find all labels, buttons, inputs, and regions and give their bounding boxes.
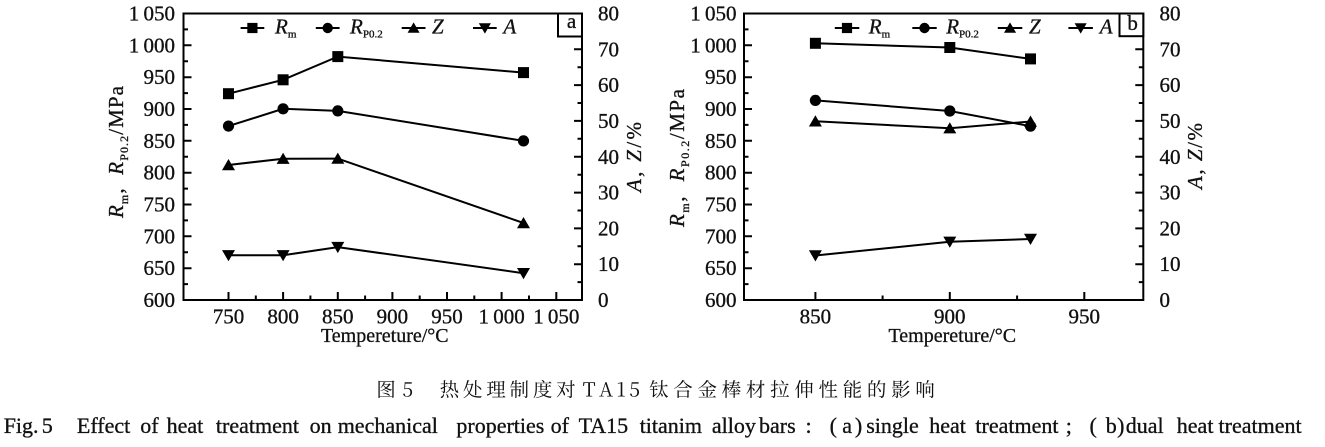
svg-text:properties: properties bbox=[456, 413, 544, 438]
svg-text:heat: heat bbox=[167, 413, 204, 438]
svg-text:10: 10 bbox=[1160, 252, 1181, 276]
svg-text:): ) bbox=[1117, 413, 1124, 438]
svg-text:750: 750 bbox=[213, 305, 245, 329]
svg-text:TA15: TA15 bbox=[579, 413, 629, 438]
svg-text:1 000: 1 000 bbox=[690, 33, 736, 57]
svg-text:10: 10 bbox=[598, 252, 619, 276]
svg-text:titanim: titanim bbox=[640, 413, 702, 438]
svg-text:5: 5 bbox=[42, 413, 53, 438]
svg-text:30: 30 bbox=[1160, 181, 1181, 205]
svg-text:750: 750 bbox=[705, 193, 737, 217]
svg-text:Tempereture/°C: Tempereture/°C bbox=[888, 325, 1016, 347]
svg-text:50: 50 bbox=[1160, 109, 1181, 133]
svg-text:900: 900 bbox=[705, 97, 737, 121]
svg-text:Effect: Effect bbox=[77, 413, 130, 438]
svg-text:Tempereture/°C: Tempereture/°C bbox=[321, 325, 449, 347]
svg-text:40: 40 bbox=[598, 145, 619, 169]
svg-text:RP0.2: RP0.2 bbox=[349, 15, 383, 41]
svg-text:80: 80 bbox=[1160, 2, 1181, 26]
svg-text:60: 60 bbox=[598, 73, 619, 97]
svg-text:40: 40 bbox=[1160, 145, 1181, 169]
svg-text:Rm, RP0.2/MPa: Rm, RP0.2/MPa bbox=[104, 85, 131, 219]
svg-text:1 000: 1 000 bbox=[478, 305, 524, 329]
svg-text:800: 800 bbox=[144, 161, 176, 185]
svg-text:900: 900 bbox=[377, 305, 409, 329]
svg-text:treatment: treatment bbox=[1219, 413, 1302, 438]
svg-text:b: b bbox=[1127, 11, 1138, 35]
svg-text:650: 650 bbox=[705, 256, 737, 280]
svg-text:850: 850 bbox=[705, 129, 737, 153]
svg-text:1 050: 1 050 bbox=[690, 2, 736, 26]
svg-text:Fig.: Fig. bbox=[4, 413, 39, 438]
svg-text:850: 850 bbox=[800, 305, 832, 329]
svg-text:(: ( bbox=[830, 413, 837, 438]
svg-text:a: a bbox=[842, 413, 852, 438]
svg-text:of: of bbox=[140, 413, 159, 438]
svg-text:A, Z/%: A, Z/% bbox=[1183, 123, 1207, 191]
svg-text:0: 0 bbox=[1160, 288, 1171, 312]
svg-text:1 050: 1 050 bbox=[533, 305, 579, 329]
svg-text:Rm: Rm bbox=[274, 15, 297, 41]
svg-text:of: of bbox=[551, 413, 570, 438]
svg-text:Z: Z bbox=[432, 15, 444, 39]
svg-text::: : bbox=[806, 413, 812, 438]
svg-text:950: 950 bbox=[1069, 305, 1101, 329]
svg-text:Rm, RP0.2/MPa: Rm, RP0.2/MPa bbox=[665, 88, 692, 228]
svg-text:900: 900 bbox=[934, 305, 966, 329]
svg-text:0: 0 bbox=[598, 288, 609, 312]
svg-text:b: b bbox=[1106, 413, 1117, 438]
svg-text:800: 800 bbox=[267, 305, 299, 329]
svg-text:;: ; bbox=[1066, 413, 1072, 438]
svg-text:600: 600 bbox=[705, 288, 737, 312]
svg-text:600: 600 bbox=[144, 288, 176, 312]
svg-text:dual: dual bbox=[1126, 413, 1164, 438]
svg-text:Rm: Rm bbox=[868, 15, 891, 41]
svg-text:1 000: 1 000 bbox=[129, 33, 175, 57]
svg-text:heat: heat bbox=[1177, 413, 1214, 438]
svg-text:50: 50 bbox=[598, 109, 619, 133]
svg-text:A: A bbox=[501, 15, 516, 39]
svg-text:): ) bbox=[855, 413, 862, 438]
svg-text:RP0.2: RP0.2 bbox=[945, 15, 979, 41]
svg-text:30: 30 bbox=[598, 181, 619, 205]
svg-text:850: 850 bbox=[322, 305, 354, 329]
svg-text:bars: bars bbox=[759, 413, 796, 438]
svg-text:treatment: treatment bbox=[975, 413, 1058, 438]
svg-text:850: 850 bbox=[144, 129, 176, 153]
svg-text:treatment: treatment bbox=[216, 413, 299, 438]
svg-text:mechanical: mechanical bbox=[338, 413, 438, 438]
svg-text:Z: Z bbox=[1029, 15, 1041, 39]
svg-text:60: 60 bbox=[1160, 73, 1181, 97]
svg-text:700: 700 bbox=[144, 224, 176, 248]
svg-text:20: 20 bbox=[598, 216, 619, 240]
svg-text:650: 650 bbox=[144, 256, 176, 280]
svg-text:950: 950 bbox=[144, 65, 176, 89]
svg-text:950: 950 bbox=[431, 305, 463, 329]
svg-text:on: on bbox=[310, 413, 332, 438]
svg-text:single: single bbox=[866, 413, 919, 438]
svg-text:70: 70 bbox=[1160, 37, 1181, 61]
svg-text:1 050: 1 050 bbox=[129, 2, 175, 26]
svg-text:750: 750 bbox=[144, 193, 176, 217]
svg-text:A: A bbox=[1098, 15, 1113, 39]
svg-text:A, Z/%: A, Z/% bbox=[622, 122, 646, 194]
svg-text:20: 20 bbox=[1160, 216, 1181, 240]
svg-text:700: 700 bbox=[705, 224, 737, 248]
svg-text:900: 900 bbox=[144, 97, 176, 121]
svg-text:a: a bbox=[567, 9, 577, 33]
svg-text:800: 800 bbox=[705, 161, 737, 185]
svg-text:heat: heat bbox=[929, 413, 966, 438]
svg-text:950: 950 bbox=[705, 65, 737, 89]
svg-text:alloy: alloy bbox=[712, 413, 756, 438]
svg-text:80: 80 bbox=[598, 2, 619, 26]
svg-text:70: 70 bbox=[598, 37, 619, 61]
svg-text:(: ( bbox=[1090, 413, 1097, 438]
